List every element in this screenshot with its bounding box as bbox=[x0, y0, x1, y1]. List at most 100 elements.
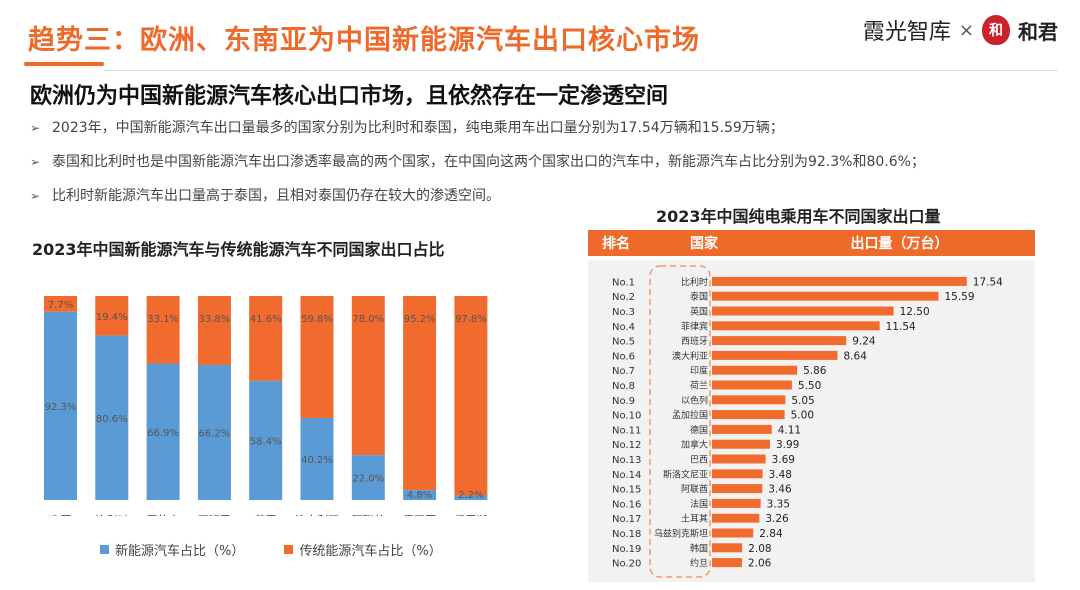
legend-label: 新能源汽车占比（%） bbox=[115, 544, 245, 559]
category-label: 澳大利亚 bbox=[295, 513, 339, 516]
bar-nev bbox=[300, 417, 334, 500]
rank-label: No.4 bbox=[612, 322, 635, 333]
rank-label: No.14 bbox=[612, 470, 641, 481]
volume-bar bbox=[712, 306, 894, 316]
country-label: 韩国 bbox=[690, 542, 708, 554]
data-label-nev: 66.9% bbox=[147, 428, 179, 439]
header-rank: 排名 bbox=[602, 236, 630, 252]
bar-nev bbox=[197, 364, 231, 500]
logo-hejun: 和君 bbox=[1018, 19, 1058, 44]
data-label-ice: 33.1% bbox=[147, 314, 179, 325]
volume-value: 4.11 bbox=[778, 424, 801, 436]
logo-separator: × bbox=[958, 19, 974, 41]
country-label: 菲律宾 bbox=[681, 320, 708, 332]
volume-value: 2.84 bbox=[759, 528, 783, 540]
rank-label: No.12 bbox=[612, 440, 641, 451]
data-label-ice: 78.0% bbox=[352, 314, 384, 325]
category-label: 俄罗斯 bbox=[454, 514, 487, 516]
header-volume: 出口量（万台） bbox=[850, 236, 949, 252]
bar-nev bbox=[146, 363, 180, 500]
country-label: 阿联酋 bbox=[681, 483, 708, 495]
rank-label: No.5 bbox=[612, 337, 635, 348]
title-divider bbox=[104, 70, 1058, 71]
category-label: 英国 bbox=[255, 513, 277, 516]
rank-label: No.10 bbox=[612, 411, 641, 422]
volume-value: 3.99 bbox=[776, 439, 799, 451]
volume-bar bbox=[712, 513, 760, 523]
bar-ice bbox=[249, 296, 283, 381]
data-label-nev: 58.4% bbox=[250, 436, 282, 447]
hejun-seal-icon: 和 bbox=[982, 15, 1010, 45]
volume-bar bbox=[712, 528, 754, 538]
bar-ice bbox=[454, 296, 488, 496]
stacked-bar-chart: 7.7% 92.3% 泰国 19.4% 80.6% 比利时 33.1% 66.9% 菲律宾 33.… bbox=[44, 296, 488, 516]
bar-ice bbox=[44, 296, 77, 312]
volume-value: 3.46 bbox=[768, 484, 792, 496]
data-label-nev: 40.2% bbox=[301, 455, 333, 466]
bar-ice bbox=[146, 296, 180, 364]
volume-bar bbox=[712, 439, 770, 449]
country-label: 约旦 bbox=[690, 557, 708, 569]
category-label: 墨西哥 bbox=[403, 514, 436, 516]
data-label-ice: 95.2% bbox=[404, 314, 436, 325]
data-label-nev: 22.0% bbox=[352, 474, 384, 485]
bar-ice bbox=[403, 296, 437, 491]
category-label: 菲律宾 bbox=[147, 513, 180, 516]
bar-ice bbox=[300, 296, 334, 418]
category-label: 西班牙 bbox=[198, 514, 231, 516]
bar-nev bbox=[351, 455, 385, 500]
bar-nev bbox=[454, 495, 488, 500]
volume-value: 3.26 bbox=[765, 513, 789, 525]
rank-label: No.1 bbox=[612, 277, 635, 288]
country-label: 加拿大 bbox=[681, 439, 708, 451]
country-label: 斯洛文尼亚 bbox=[663, 468, 708, 480]
country-label: 土耳其 bbox=[681, 513, 708, 525]
volume-bar bbox=[712, 365, 798, 375]
bar-nev bbox=[44, 311, 77, 500]
volume-bar bbox=[712, 498, 761, 508]
country-label: 巴西 bbox=[690, 455, 708, 466]
data-label-ice: 33.8% bbox=[199, 314, 231, 325]
category-label: 泰国 bbox=[50, 513, 72, 516]
rank-label: No.20 bbox=[612, 559, 641, 570]
volume-value: 12.50 bbox=[900, 306, 930, 318]
left-chart-legend: 新能源汽车占比（%） 传统能源汽车占比（%） bbox=[100, 540, 442, 559]
rank-label: No.7 bbox=[612, 366, 635, 377]
logo-area: 霞光智库 × 和 和君 bbox=[863, 14, 1058, 46]
country-label: 德国 bbox=[690, 424, 708, 436]
data-label-nev: 4.8% bbox=[407, 490, 432, 501]
rank-label: No.6 bbox=[612, 351, 635, 362]
right-chart-title: 2023年中国纯电乘用车不同国家出口量 bbox=[656, 207, 941, 226]
volume-bar bbox=[712, 454, 766, 464]
legend-swatch-blue bbox=[100, 545, 109, 554]
data-label-ice: 19.4% bbox=[96, 312, 128, 323]
arrow-bullet-icon: ➢ bbox=[30, 121, 41, 135]
rank-label: No.15 bbox=[612, 485, 641, 496]
legend-label: 传统能源汽车占比（%） bbox=[299, 544, 442, 559]
volume-value: 5.05 bbox=[791, 395, 814, 407]
country-label: 英国 bbox=[690, 306, 708, 318]
country-label: 孟加拉国 bbox=[672, 409, 708, 421]
arrow-bullet-icon: ➢ bbox=[30, 189, 41, 203]
bar-ice bbox=[351, 296, 385, 456]
data-label-ice: 41.6% bbox=[250, 314, 282, 325]
rank-label: No.8 bbox=[612, 381, 635, 392]
volume-value: 5.00 bbox=[791, 410, 814, 422]
rank-label: No.16 bbox=[612, 499, 641, 510]
country-label: 印度 bbox=[690, 365, 708, 377]
volume-value: 15.59 bbox=[944, 291, 974, 303]
slide-subtitle: 欧洲仍为中国新能源汽车核心出口市场，且依然存在一定渗透空间 bbox=[30, 84, 669, 109]
horizontal-bar-chart: No.1 比利时 17.54 No.2 泰国 15.59 No.3 英国 12.50 No.4 菲律… bbox=[612, 265, 1003, 578]
country-label: 澳大利亚 bbox=[672, 350, 708, 362]
volume-bar bbox=[712, 350, 838, 360]
volume-value: 3.48 bbox=[769, 469, 792, 481]
volume-bar bbox=[712, 395, 786, 405]
volume-value: 8.64 bbox=[844, 350, 868, 362]
volume-bar bbox=[712, 543, 743, 553]
rank-label: No.11 bbox=[612, 425, 641, 436]
title-underline bbox=[24, 62, 104, 66]
country-label: 荷兰 bbox=[690, 380, 708, 392]
rank-label: No.18 bbox=[612, 529, 641, 540]
data-label-nev: 66.2% bbox=[199, 428, 231, 439]
bullet-list: ➢ 2023年，中国新能源汽车出口量最多的国家分别为比利时和泰国，纯电乘用车出口… bbox=[30, 118, 1060, 220]
